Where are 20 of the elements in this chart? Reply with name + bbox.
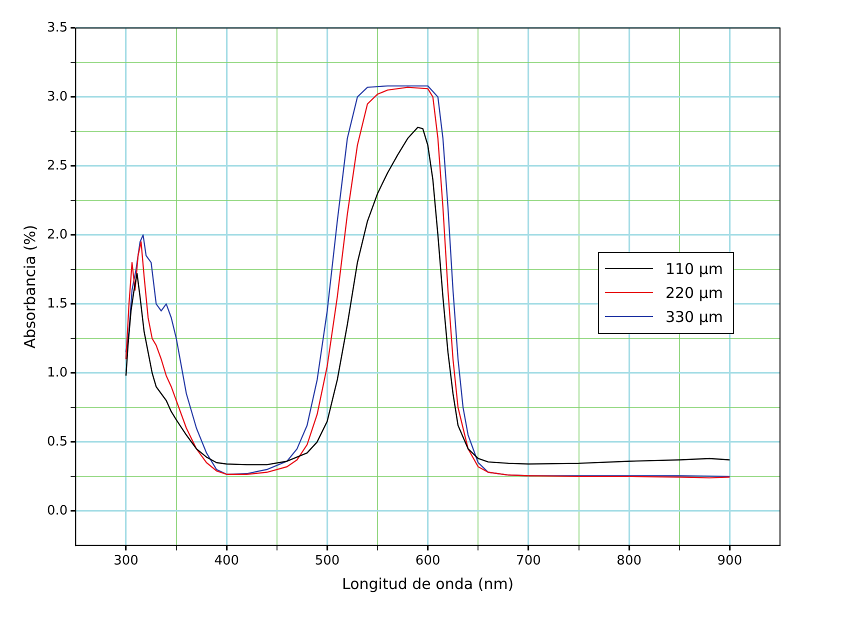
y-tick-label: 3.5: [46, 20, 68, 36]
y-tick-label: 2.0: [46, 227, 68, 242]
x-tick-label: 600: [415, 554, 440, 569]
x-tick-label: 700: [516, 554, 541, 569]
x-tick-label: 500: [314, 554, 340, 569]
x-tick-label: 300: [114, 554, 138, 569]
x-axis-title: Longitud de onda (nm): [342, 574, 514, 593]
y-tick-label: 2.5: [46, 158, 68, 174]
y-tick-label: 0.0: [46, 503, 68, 518]
y-tick-label: 1.0: [46, 365, 68, 380]
y-tick-label: 3.0: [46, 89, 68, 104]
y-axis-title: Absorbancia (%): [20, 224, 39, 348]
legend-label: 220 µm: [665, 284, 723, 302]
y-tick-label: 0.5: [46, 434, 68, 450]
x-tick-label: 400: [214, 554, 240, 569]
legend-label: 110 µm: [665, 260, 723, 278]
x-tick-label: 800: [616, 554, 642, 569]
legend-label: 330 µm: [665, 308, 723, 326]
x-tick-label: 900: [717, 554, 742, 569]
y-tick-label: 1.5: [46, 296, 68, 312]
